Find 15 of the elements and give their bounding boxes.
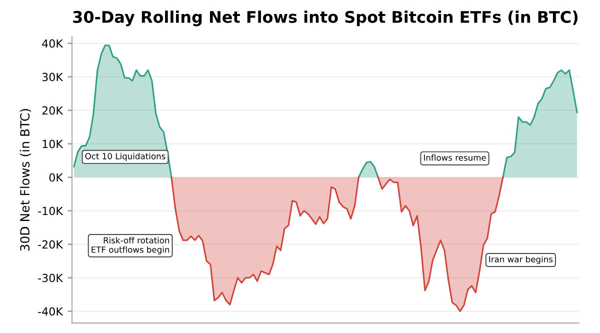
y-tick-label: -10K [38, 206, 64, 216]
y-tick-label: -30K [38, 274, 64, 282]
y-tick-label: 30K [42, 72, 64, 82]
y-tick-label: 10K [42, 140, 64, 148]
y-tick-label: -40K [38, 307, 64, 316]
y-tick-label: 20K [42, 106, 64, 115]
y-tick-label: 0K [49, 173, 64, 182]
annotation: Oct 10 Liquidations [85, 152, 166, 161]
chart-title: 30-Day Rolling Net Flows into Spot Bitcoin ETFs (in BTC) [73, 10, 578, 26]
annotation: Risk-off rotation ETF outflows begin [92, 236, 170, 254]
annotation: Iran war begins [489, 256, 553, 264]
y-tick-label: 40K [42, 39, 64, 48]
y-tick-label: -20K [38, 240, 64, 249]
annotation: Inflows resume [424, 154, 486, 161]
y-axis-title: 30D Net Flows (in BTC) [20, 109, 32, 251]
